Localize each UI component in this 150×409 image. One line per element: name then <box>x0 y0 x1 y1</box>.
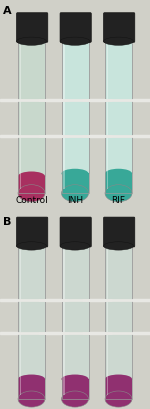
Bar <box>61 42 88 174</box>
Ellipse shape <box>18 172 45 182</box>
Bar <box>18 246 45 399</box>
Text: B: B <box>3 217 11 227</box>
FancyBboxPatch shape <box>60 13 91 43</box>
Bar <box>18 42 45 177</box>
FancyBboxPatch shape <box>60 218 91 247</box>
Bar <box>105 42 132 174</box>
Bar <box>18 246 45 379</box>
Ellipse shape <box>61 391 88 407</box>
Text: A: A <box>3 6 12 16</box>
Ellipse shape <box>105 375 132 384</box>
Bar <box>18 42 45 194</box>
Bar <box>61 42 88 194</box>
Ellipse shape <box>17 242 46 250</box>
FancyBboxPatch shape <box>16 13 48 43</box>
Ellipse shape <box>105 185 132 202</box>
Ellipse shape <box>105 391 132 407</box>
Ellipse shape <box>61 375 88 384</box>
Bar <box>18 379 45 399</box>
Bar <box>20 46 21 189</box>
Bar <box>20 250 21 395</box>
Bar <box>106 250 108 395</box>
Ellipse shape <box>61 185 88 202</box>
Ellipse shape <box>17 38 46 46</box>
Bar <box>106 46 108 189</box>
Bar <box>63 46 65 189</box>
Ellipse shape <box>18 391 45 407</box>
Bar <box>105 379 132 399</box>
Ellipse shape <box>18 185 45 202</box>
FancyBboxPatch shape <box>104 13 135 43</box>
Bar <box>61 174 88 194</box>
FancyBboxPatch shape <box>104 218 135 247</box>
Bar <box>105 174 132 194</box>
Ellipse shape <box>60 38 90 46</box>
FancyBboxPatch shape <box>16 218 48 247</box>
Bar <box>61 246 88 399</box>
Bar <box>105 42 132 194</box>
Bar <box>63 250 65 395</box>
Ellipse shape <box>18 375 45 384</box>
Bar <box>105 246 132 399</box>
Ellipse shape <box>104 242 133 250</box>
Text: RIF: RIF <box>111 196 126 204</box>
Ellipse shape <box>61 169 88 179</box>
Bar <box>18 177 45 194</box>
Bar <box>61 246 88 379</box>
Text: Control: Control <box>15 196 48 204</box>
Text: INH: INH <box>67 196 83 204</box>
Ellipse shape <box>105 169 132 179</box>
Ellipse shape <box>60 242 90 250</box>
Bar <box>61 379 88 399</box>
Ellipse shape <box>104 38 133 46</box>
Bar <box>105 246 132 379</box>
